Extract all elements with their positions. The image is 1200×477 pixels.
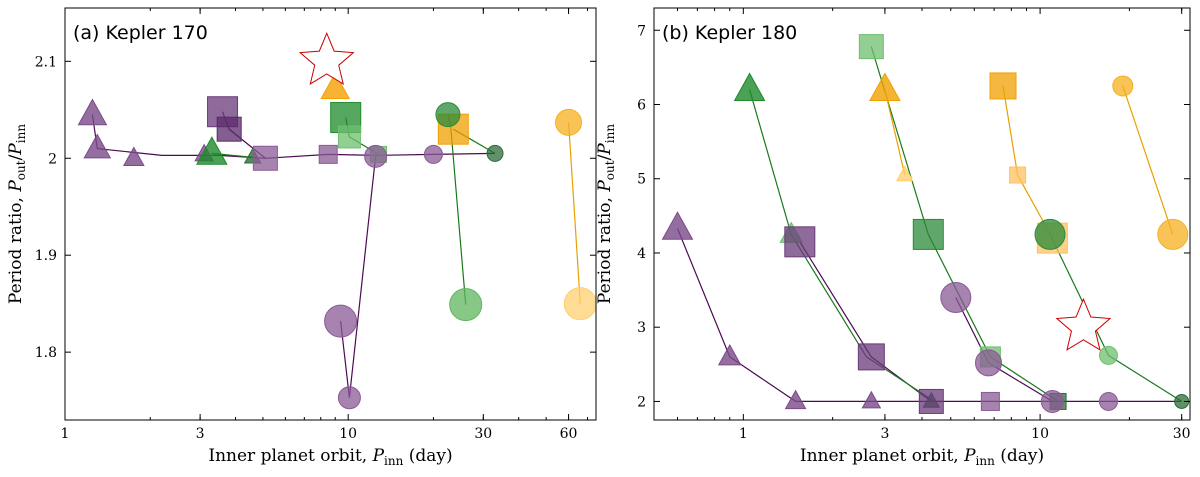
triangle-marker [784,389,807,410]
track-line [1002,85,1053,239]
circle-marker [940,282,972,314]
y-axis-label: Period ratio, Pout/Pinn [6,124,28,304]
y-tick-label: 2 [637,394,646,410]
y-tick-label: 2.1 [35,54,57,70]
circle-marker [563,287,596,321]
y-tick-label: 1.9 [35,248,57,264]
star-marker [1055,297,1112,351]
circle-marker [1040,389,1064,413]
circle-marker [1112,75,1134,97]
track-line [884,89,906,176]
circle-marker [435,102,461,128]
x-axis-label: Inner planet orbit, Pinn (day) [800,446,1044,468]
y-tick-label: 2 [48,151,57,167]
x-tick-label: 3 [880,426,889,442]
track-line [955,297,1053,402]
triangle-marker [195,136,228,165]
plot-area [77,32,596,410]
triangle-marker [869,72,901,101]
panel-title: (b) Kepler 180 [662,22,797,44]
triangle-marker [895,165,914,182]
square-marker [858,34,884,60]
y-tick-label: 7 [637,23,646,39]
track-line [799,241,932,402]
circle-marker [555,108,583,136]
y-tick-label: 6 [637,98,646,114]
panel-title: (a) Kepler 170 [73,22,208,44]
square-marker [912,218,944,250]
triangle-marker [733,72,766,101]
y-tick-label: 5 [637,172,646,188]
y-tick-label: 4 [637,246,646,262]
circle-marker [423,144,443,164]
y-axis-label: Period ratio, Pout/Pinn [595,124,617,304]
track-line [1122,85,1174,235]
triangle-marker [717,343,742,366]
star-marker [298,32,355,86]
circle-marker [1034,218,1066,250]
x-tick-label: 1 [739,426,748,442]
x-tick-label: 3 [196,426,205,442]
track-line [749,89,935,402]
square-marker [252,145,278,171]
plot-area [661,34,1190,414]
y-tick-label: 3 [637,320,646,336]
circle-marker [324,304,358,338]
circle-marker [486,144,504,162]
x-tick-label: 60 [560,426,578,442]
circle-marker [1157,218,1189,250]
circle-marker [449,288,483,322]
x-axis-label: Inner planet orbit, Pinn (day) [208,446,452,468]
triangle-marker [122,146,145,166]
x-tick-label: 10 [339,426,357,442]
y-tick-label: 1.8 [35,345,57,361]
triangle-marker [661,211,694,240]
circle-marker [1098,345,1118,365]
x-tick-label: 10 [1031,426,1049,442]
square-marker [337,125,361,149]
square-marker [989,72,1017,100]
track-line [676,228,1182,402]
triangle-marker [861,390,882,409]
x-tick-label: 30 [474,426,492,442]
square-marker [318,144,338,164]
circle-marker [337,386,361,410]
square-marker [784,226,816,258]
square-marker [980,391,1000,411]
circle-marker [1098,391,1118,411]
triangle-marker [83,133,112,159]
x-tick-label: 1 [61,426,70,442]
square-marker [918,388,944,414]
track-line [340,156,377,398]
panel-kepler-170: 1 3 10 30 60 1.8 1.9 2 2.1 (a) Kepler 170 Inner pl… [6,7,597,468]
triangle-marker [77,98,108,126]
panel-kepler-180: 1 3 10 30 2 3 4 5 6 7 (b) Kepler 180 Inner planet o… [595,7,1191,468]
square-marker [1009,166,1027,184]
axis-frame [64,7,597,421]
square-marker [857,343,885,371]
square-marker [216,116,242,142]
track-line [568,122,581,304]
x-tick-label: 30 [1173,426,1191,442]
triangle-marker [320,72,351,100]
circle-marker [974,349,1002,377]
circle-marker [364,144,388,168]
